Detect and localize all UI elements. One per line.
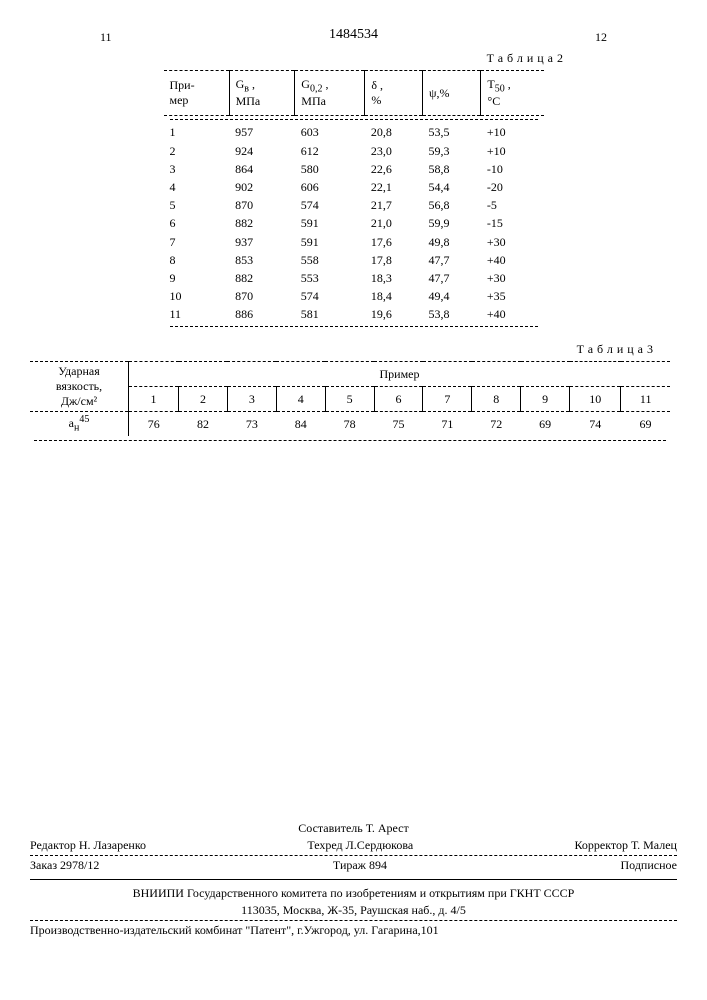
table-row: 1087057418,449,4+35 xyxy=(164,287,544,305)
table-row: 490260622,154,4-20 xyxy=(164,178,544,196)
table-row: 587057421,756,8-5 xyxy=(164,196,544,214)
footer: Составитель Т. Арест Редактор Н. Лазарен… xyxy=(30,819,677,940)
table3-col-header: 9 xyxy=(521,387,570,412)
table3-col-header: 6 xyxy=(374,387,423,412)
table3-col-header: 7 xyxy=(423,387,472,412)
table2: При-мер Gв ,МПа G0,2 ,МПа δ ,% ψ,% T50 ,… xyxy=(164,70,544,330)
page-number-left: 11 xyxy=(100,30,112,45)
table3-row-label: aн45 xyxy=(30,412,129,436)
table3-col-header: 5 xyxy=(325,387,374,412)
footer-org: ВНИИПИ Государственного комитета по изоб… xyxy=(30,886,677,901)
table3-col-header: 10 xyxy=(570,387,621,412)
table-row: 688259121,059,9-15 xyxy=(164,214,544,232)
footer-editor: Редактор Н. Лазаренко xyxy=(30,838,146,853)
footer-address: 113035, Москва, Ж-35, Раушская наб., д. … xyxy=(30,903,677,918)
table3-col-header: 8 xyxy=(472,387,521,412)
footer-printer: Производственно-издательский комбинат "П… xyxy=(30,923,677,938)
table-row: 1188658119,653,8+40 xyxy=(164,305,544,323)
footer-subscription: Подписное xyxy=(621,858,678,873)
footer-compiler: Составитель Т. Арест xyxy=(30,821,677,836)
table3-col-header: 2 xyxy=(179,387,228,412)
footer-corrector: Корректор Т. Малец xyxy=(575,838,677,853)
table3-col-header: 4 xyxy=(276,387,325,412)
table-row: 386458022,658,8-10 xyxy=(164,160,544,178)
table-row: 793759117,649,8+30 xyxy=(164,233,544,251)
table2-header-col5: ψ,% xyxy=(422,71,480,116)
table-row: aн45 76 82 73 84 78 75 71 72 69 74 69 xyxy=(30,412,670,436)
table3-col-header: 1 xyxy=(129,387,179,412)
table2-header-col2: Gв ,МПа xyxy=(229,71,295,116)
table2-caption: Таблица2 xyxy=(0,51,707,66)
table3-left-header: Ударнаявязкость,Дж/см² xyxy=(30,362,129,412)
table-row: 292461223,059,3+10 xyxy=(164,142,544,160)
table3-col-header: 3 xyxy=(227,387,276,412)
table3-caption: Таблица3 xyxy=(0,342,707,357)
footer-tirage: Тираж 894 xyxy=(333,858,387,873)
page-number-right: 12 xyxy=(595,30,607,45)
footer-order: Заказ 2978/12 xyxy=(30,858,99,873)
table3: Ударнаявязкость,Дж/см² Пример 1 2 3 4 5 … xyxy=(30,361,670,444)
table-row: 885355817,847,7+40 xyxy=(164,251,544,269)
table-row: 195760320,853,5+10 xyxy=(164,123,544,141)
table2-header-col4: δ ,% xyxy=(365,71,423,116)
table2-header-col3: G0,2 ,МПа xyxy=(295,71,365,116)
table3-col-header: 11 xyxy=(621,387,670,412)
table-row: 988255318,347,7+30 xyxy=(164,269,544,287)
table2-header-col6: T50 ,°С xyxy=(481,71,544,116)
table3-group-header: Пример xyxy=(129,362,671,387)
footer-tehred: Техред Л.Сердюкова xyxy=(307,838,413,853)
table2-header-col1: При-мер xyxy=(164,71,230,116)
